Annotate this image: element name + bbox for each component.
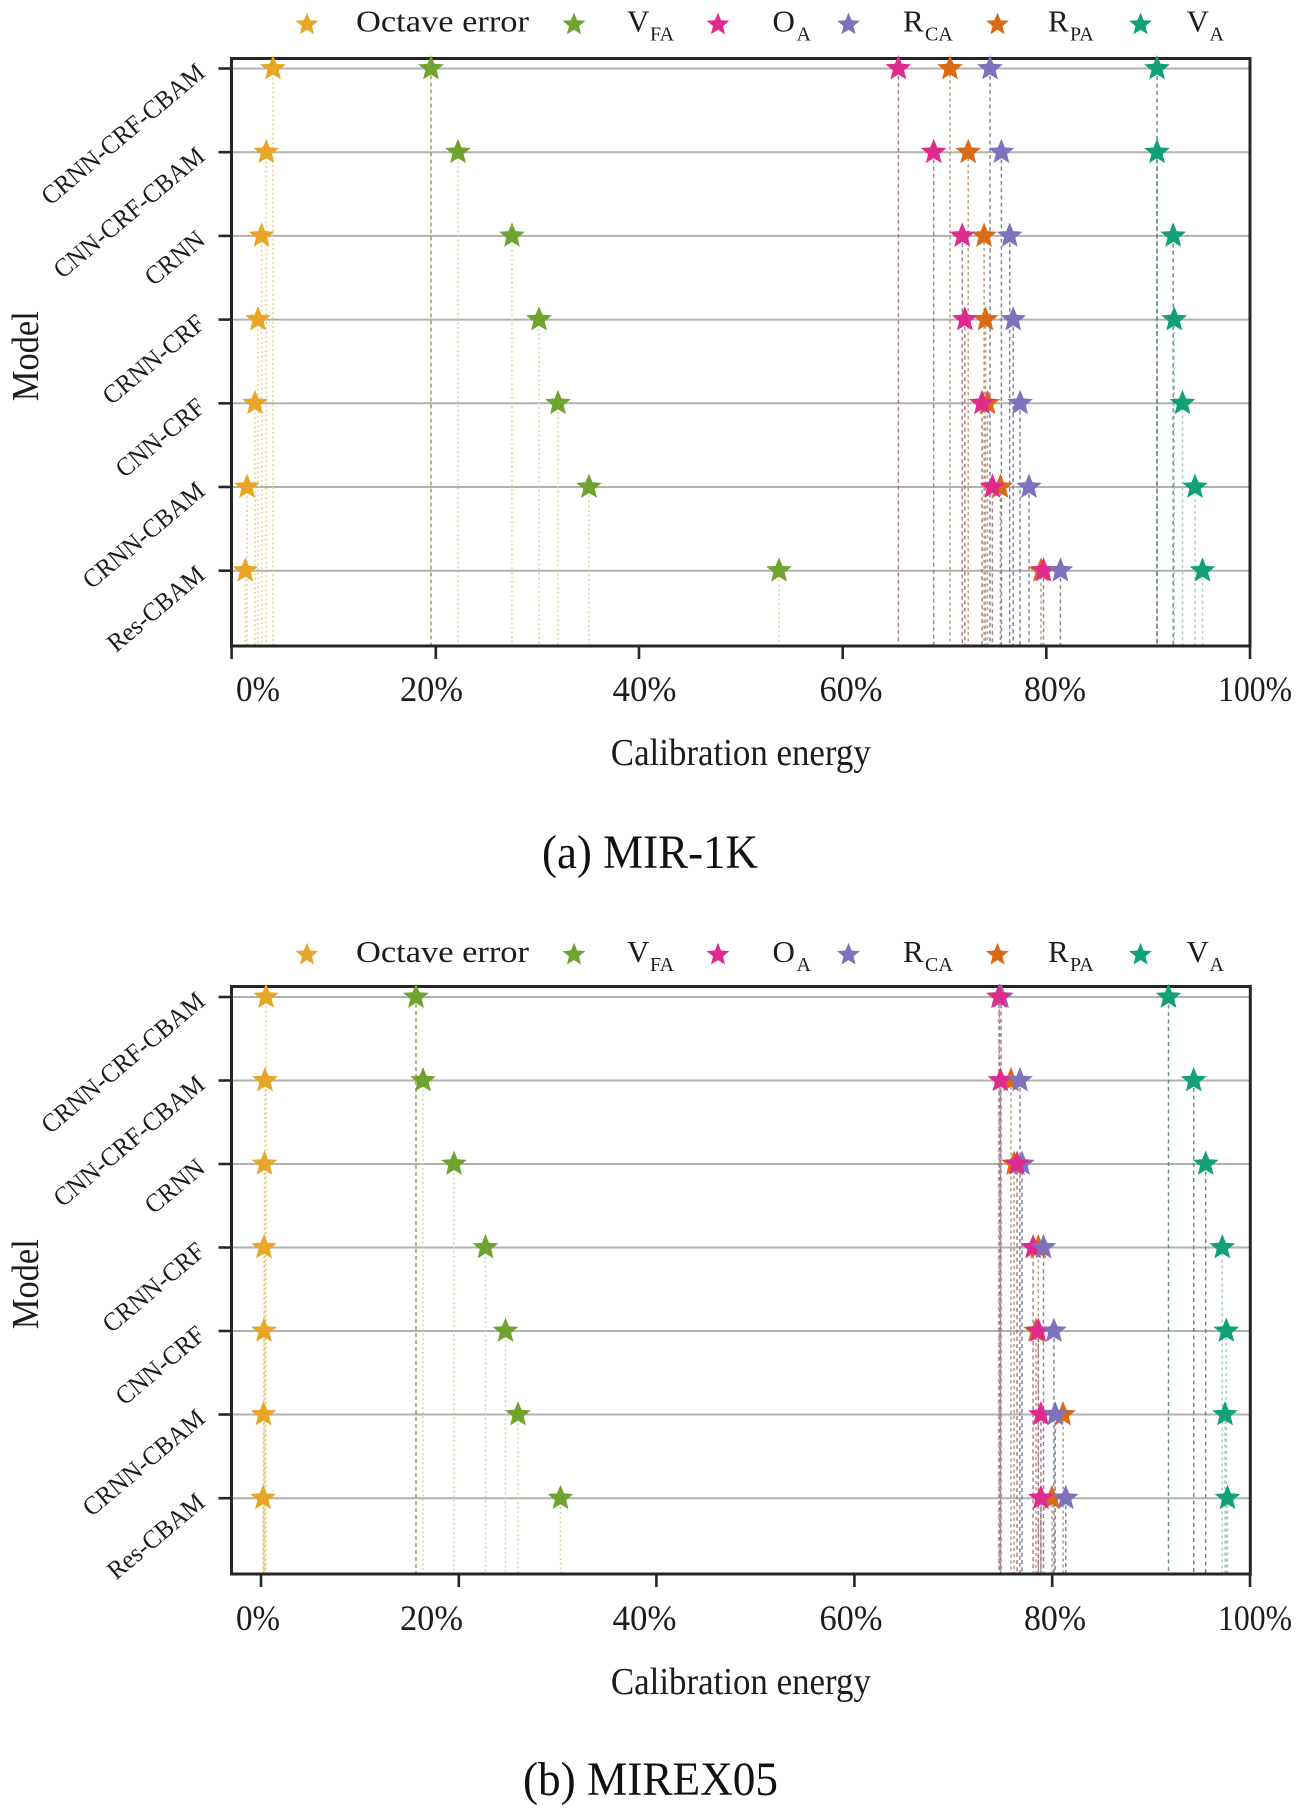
svg-text:20%: 20% (400, 669, 463, 709)
svg-text:Octave error: Octave error (356, 4, 530, 39)
svg-text:V: V (1187, 934, 1210, 969)
svg-text:A: A (1210, 954, 1225, 976)
svg-text:Octave error: Octave error (356, 934, 530, 969)
svg-text:Model: Model (5, 311, 47, 401)
svg-text:R: R (1048, 934, 1069, 969)
svg-text:A: A (797, 954, 812, 976)
svg-text:O: O (773, 934, 795, 969)
svg-text:O: O (773, 4, 795, 39)
svg-text:Calibration energy: Calibration energy (611, 1661, 871, 1703)
svg-text:60%: 60% (820, 669, 883, 709)
svg-text:80%: 80% (1024, 669, 1086, 709)
svg-text:V: V (627, 4, 650, 39)
svg-text:40%: 40% (613, 1598, 677, 1638)
svg-text:Model: Model (5, 1239, 47, 1329)
svg-text:V: V (627, 934, 650, 969)
svg-text:80%: 80% (1024, 1598, 1086, 1638)
svg-text:FA: FA (650, 24, 675, 46)
svg-text:0%: 0% (236, 1598, 280, 1638)
svg-text:R: R (903, 4, 924, 39)
svg-text:40%: 40% (613, 669, 677, 709)
svg-text:Calibration energy: Calibration energy (611, 732, 871, 774)
svg-text:PA: PA (1070, 954, 1094, 976)
svg-text:20%: 20% (400, 1598, 463, 1638)
svg-text:A: A (797, 24, 812, 46)
svg-text:100%: 100% (1218, 1598, 1292, 1638)
svg-text:100%: 100% (1218, 669, 1292, 709)
svg-text:60%: 60% (820, 1598, 883, 1638)
svg-text:FA: FA (650, 954, 675, 976)
svg-text:CA: CA (925, 954, 953, 976)
svg-text:0%: 0% (236, 669, 280, 709)
svg-text:PA: PA (1070, 24, 1094, 46)
svg-text:R: R (1048, 4, 1069, 39)
svg-text:CA: CA (925, 24, 953, 46)
svg-text:(a) MIR-1K: (a) MIR-1K (542, 826, 758, 879)
svg-text:A: A (1210, 24, 1225, 46)
svg-text:R: R (903, 934, 924, 969)
svg-text:(b) MIREX05: (b) MIREX05 (523, 1753, 778, 1806)
svg-text:V: V (1187, 4, 1210, 39)
